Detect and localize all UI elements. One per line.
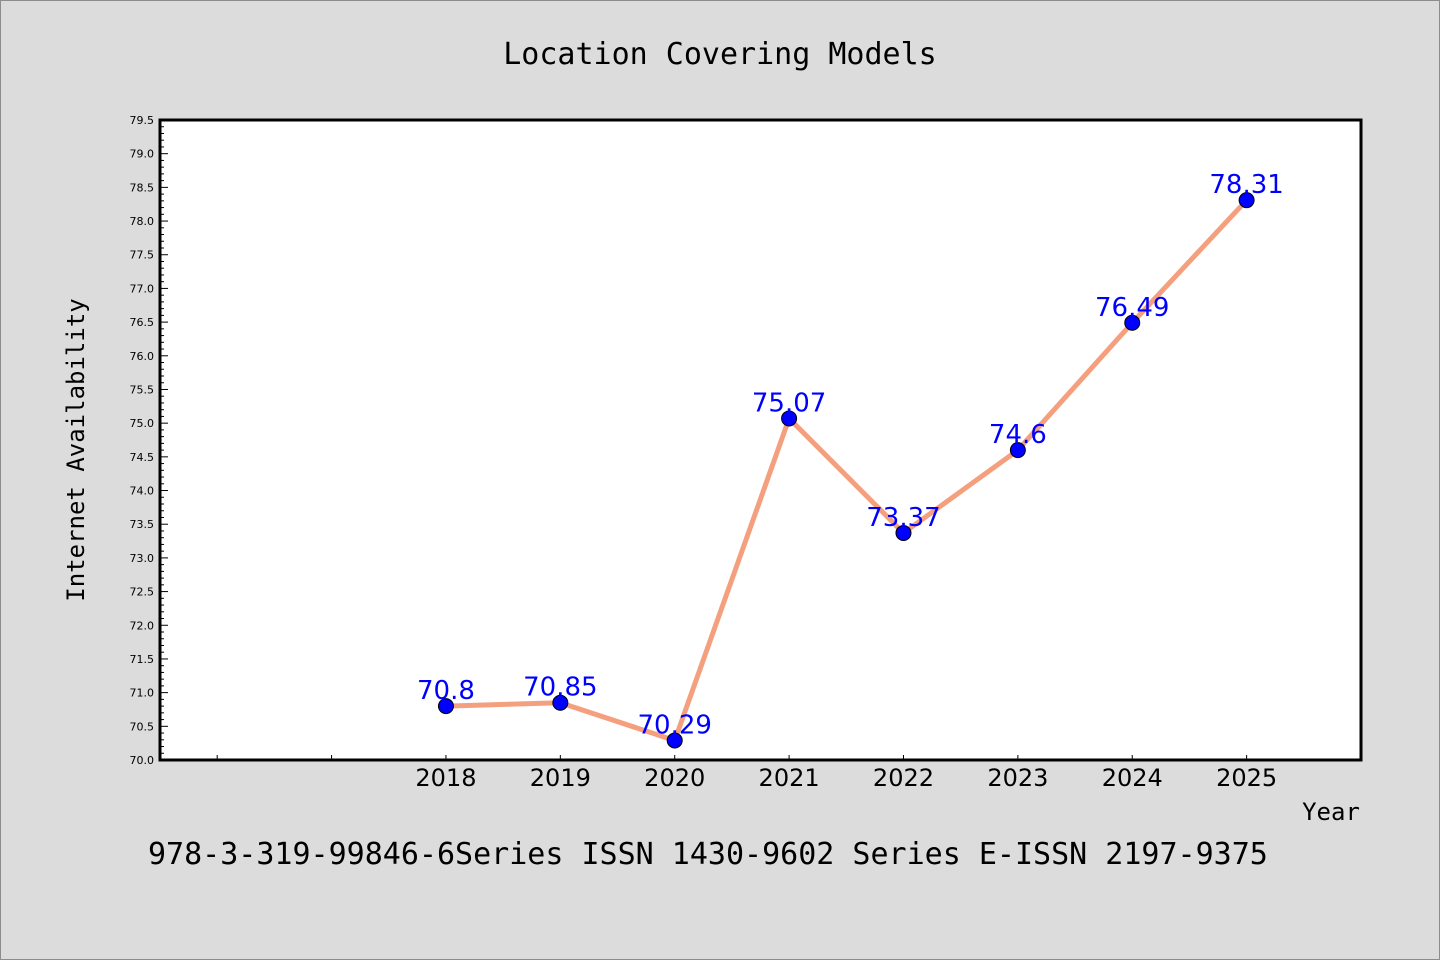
y-tick-label: 75.0	[130, 417, 155, 430]
y-tick-label: 76.5	[130, 316, 155, 329]
data-label: 73.37	[866, 503, 940, 533]
y-tick-label: 78.0	[130, 215, 155, 228]
x-tick-label: 2019	[530, 764, 591, 792]
data-label: 78.31	[1209, 170, 1283, 200]
x-tick-label: 2023	[987, 764, 1048, 792]
y-tick-label: 70.0	[130, 754, 155, 767]
data-label: 70.85	[523, 673, 597, 703]
x-axis: 2018 2019 2020 2021 2022 2023 2024 2025	[216, 755, 1277, 792]
x-tick-label: 2018	[415, 764, 476, 792]
y-tick-label: 79.5	[130, 114, 155, 127]
series-line	[443, 197, 1250, 743]
x-tick-label: 2021	[759, 764, 820, 792]
y-tick-label: 73.5	[130, 518, 155, 531]
data-point	[1238, 192, 1255, 209]
y-tick-label: 74.5	[130, 451, 155, 464]
y-tick-label: 72.5	[130, 586, 155, 599]
x-tick-label: 2024	[1102, 764, 1163, 792]
data-point	[666, 732, 683, 749]
chart-title: Location Covering Models	[503, 37, 936, 72]
data-point	[895, 524, 912, 541]
data-point	[1009, 442, 1026, 459]
y-tick-label: 79.0	[130, 148, 155, 161]
data-label: 70.29	[637, 710, 711, 740]
x-axis-label: Year	[1302, 798, 1360, 826]
y-tick-label: 76.0	[130, 350, 155, 363]
y-tick-label: 70.5	[130, 720, 155, 733]
y-tick-label: 78.5	[130, 181, 155, 194]
data-label: 70.8	[417, 676, 475, 706]
y-axis-label: Internet Availability	[62, 298, 90, 601]
y-tick-label: 71.0	[130, 687, 155, 700]
y-tick-label: 75.5	[130, 383, 155, 396]
y-tick-label: 73.0	[130, 552, 155, 565]
y-tick-label: 77.5	[130, 249, 155, 262]
x-tick-label: 2020	[644, 764, 705, 792]
data-point	[781, 410, 798, 427]
series-layer: 70.8 70.85 70.29 75.07 73.37 74.6 76.49 78.31	[417, 170, 1284, 749]
x-tick-label: 2025	[1216, 764, 1277, 792]
data-point	[1124, 314, 1141, 331]
y-tick-label: 71.5	[130, 653, 155, 666]
y-tick-label: 74.0	[130, 485, 155, 498]
data-label: 75.07	[752, 388, 826, 418]
data-point	[552, 694, 569, 711]
y-axis: 70.0 70.5 71.0 71.5 72.0 72.5 73.0 73.5 74.0 74.5…	[130, 114, 168, 767]
y-tick-label: 72.0	[130, 619, 155, 632]
data-point	[437, 698, 454, 715]
footer-text: 978-3-319-99846-6Series ISSN 1430-9602 S…	[148, 837, 1268, 872]
x-tick-label: 2022	[873, 764, 934, 792]
plot-area	[158, 118, 1363, 762]
data-label: 74.6	[989, 420, 1047, 450]
data-label: 76.49	[1095, 293, 1169, 323]
y-tick-label: 77.0	[130, 282, 155, 295]
